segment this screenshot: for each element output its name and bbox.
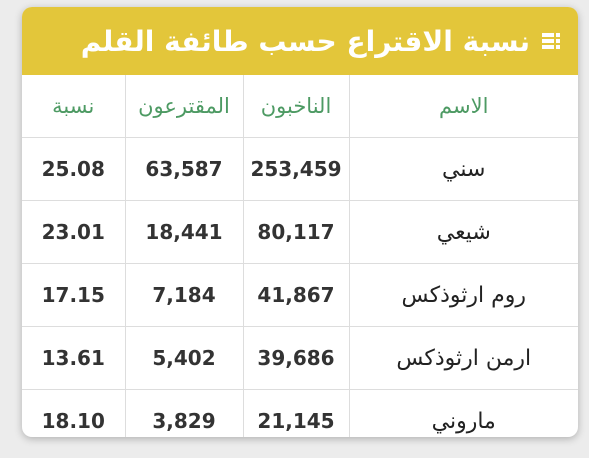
table-row: روم ارثوذكس 41,867 7,184 17.15	[22, 263, 578, 327]
cell-voters: 39,686	[242, 326, 349, 390]
cell-voters: 253,459	[242, 137, 349, 201]
table-row: شيعي 80,117 18,441 23.01	[22, 200, 578, 264]
card-header: نسبة الاقتراع حسب طائفة القلم	[22, 7, 578, 75]
cell-votes: 3,829	[124, 389, 243, 437]
cell-votes: 7,184	[124, 263, 243, 327]
cell-percentage: 13.61	[22, 326, 125, 390]
column-header-votes: المقترعون	[124, 75, 243, 138]
turnout-table: الاسم الناخبون المقترعون نسبة سني 253,45…	[22, 75, 578, 437]
list-icon	[542, 33, 560, 49]
cell-name: روم ارثوذكس	[348, 263, 578, 327]
turnout-card: نسبة الاقتراع حسب طائفة القلم الاسم النا…	[22, 7, 578, 437]
column-header-percentage: نسبة	[22, 75, 125, 138]
table-row: ماروني 21,145 3,829 18.10	[22, 389, 578, 437]
column-header-name: الاسم	[348, 75, 578, 138]
cell-name: سني	[348, 137, 578, 201]
cell-voters: 41,867	[242, 263, 349, 327]
column-header-voters: الناخبون	[242, 75, 349, 138]
card-title: نسبة الاقتراع حسب طائفة القلم	[80, 24, 530, 58]
cell-votes: 63,587	[124, 137, 243, 201]
table-row: ارمن ارثوذكس 39,686 5,402 13.61	[22, 326, 578, 390]
cell-name: ارمن ارثوذكس	[348, 326, 578, 390]
table-header-row: الاسم الناخبون المقترعون نسبة	[22, 75, 578, 138]
cell-voters: 80,117	[242, 200, 349, 264]
cell-percentage: 18.10	[41, 409, 105, 433]
cell-name: شيعي	[348, 200, 578, 264]
cell-votes: 5,402	[124, 326, 243, 390]
cell-percentage: 23.01	[22, 200, 125, 264]
cell-percentage: 17.15	[22, 263, 125, 327]
cell-votes: 18,441	[124, 200, 243, 264]
cell-percentage: 25.08	[22, 137, 125, 201]
cell-voters: 21,145	[242, 389, 349, 437]
table-row: سني 253,459 63,587 25.08	[22, 137, 578, 201]
cell-name: ماروني	[348, 389, 578, 437]
